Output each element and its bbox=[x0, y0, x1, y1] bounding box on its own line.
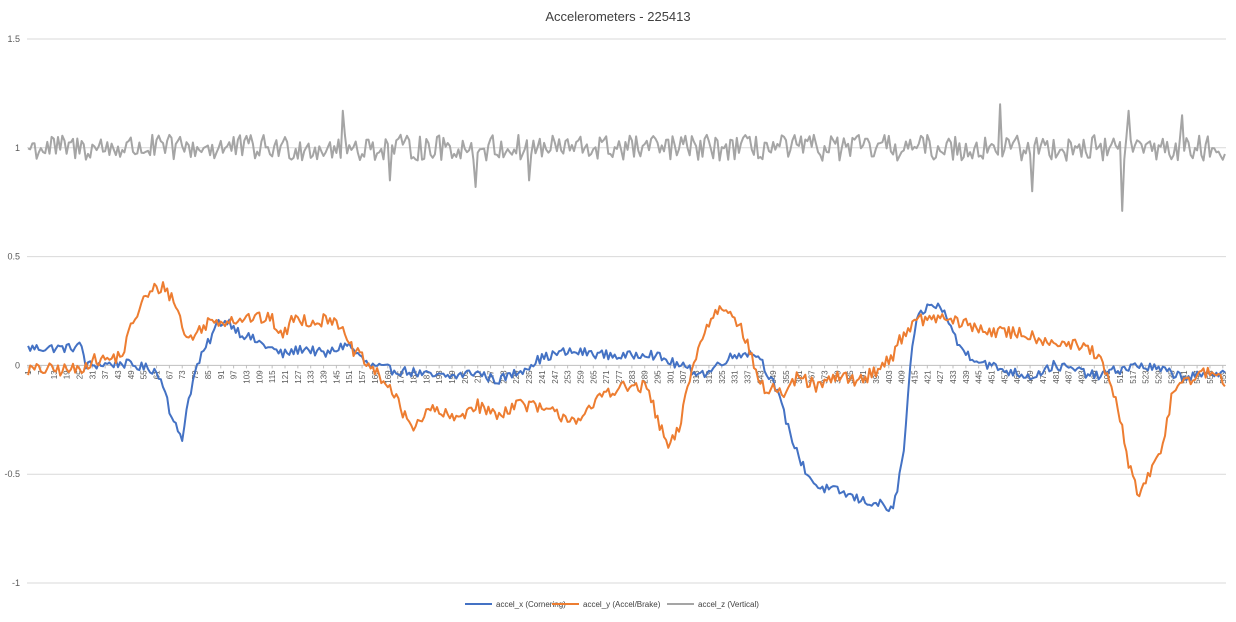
x-tick-label: 91 bbox=[217, 370, 226, 379]
x-tick-label: 133 bbox=[307, 370, 316, 384]
x-tick-label: 559 bbox=[1219, 370, 1228, 384]
x-tick-label: 283 bbox=[628, 370, 637, 384]
x-tick-label: 319 bbox=[705, 370, 714, 384]
x-tick-label: 121 bbox=[281, 370, 290, 384]
x-tick-label: 229 bbox=[512, 370, 521, 384]
x-tick-label: 535 bbox=[1167, 370, 1176, 384]
x-tick-label: 391 bbox=[859, 370, 868, 384]
x-tick-label: 37 bbox=[101, 370, 110, 379]
y-tick-label: 1.5 bbox=[7, 34, 20, 44]
x-tick-label: 373 bbox=[821, 370, 830, 384]
x-tick-label: 259 bbox=[576, 370, 585, 384]
x-tick-label: 241 bbox=[538, 370, 547, 384]
y-axis-ticks: 1.5 1 0.5 0 -0.5 -1 bbox=[4, 34, 20, 588]
x-tick-label: 475 bbox=[1039, 370, 1048, 384]
x-tick-label: 247 bbox=[551, 370, 560, 384]
x-tick-label: 511 bbox=[1116, 370, 1125, 383]
x-tick-label: 97 bbox=[230, 370, 239, 379]
x-tick-label: 115 bbox=[268, 370, 277, 383]
x-tick-label: 451 bbox=[988, 370, 997, 384]
y-tick-label: 1 bbox=[15, 143, 20, 153]
x-tick-label: 445 bbox=[975, 370, 984, 384]
x-tick-label: 403 bbox=[885, 370, 894, 384]
x-tick-label: 145 bbox=[332, 370, 341, 384]
x-tick-label: 433 bbox=[949, 370, 958, 384]
x-tick-label: 235 bbox=[525, 370, 534, 384]
legend-label: accel_x (Cornering) bbox=[496, 600, 566, 609]
y-tick-label: 0.5 bbox=[7, 252, 20, 262]
x-tick-label: 481 bbox=[1052, 370, 1061, 384]
x-tick-label: 73 bbox=[178, 370, 187, 379]
x-tick-label: 325 bbox=[718, 370, 727, 384]
legend: accel_x (Cornering) accel_y (Accel/Brake)… bbox=[465, 600, 759, 609]
x-tick-label: 199 bbox=[448, 370, 457, 384]
x-tick-label: 79 bbox=[191, 370, 200, 379]
x-tick-label: 181 bbox=[409, 370, 418, 384]
series-lines bbox=[27, 103, 1226, 513]
x-tick-label: 193 bbox=[435, 370, 444, 384]
x-tick-label: 139 bbox=[320, 370, 329, 384]
x-tick-label: 253 bbox=[564, 370, 573, 384]
x-tick-label: 331 bbox=[731, 370, 740, 384]
series-line-1 bbox=[27, 302, 1226, 513]
x-tick-label: 547 bbox=[1193, 370, 1202, 384]
x-tick-label: 49 bbox=[127, 370, 136, 379]
x-tick-label: 277 bbox=[615, 370, 624, 384]
x-tick-label: 421 bbox=[923, 370, 932, 384]
series-line-2 bbox=[27, 281, 1226, 498]
x-tick-label: 187 bbox=[422, 370, 431, 384]
x-tick-label: 523 bbox=[1142, 370, 1151, 384]
x-tick-label: 295 bbox=[654, 370, 663, 384]
x-tick-label: 289 bbox=[641, 370, 650, 384]
x-tick-label: 43 bbox=[114, 370, 123, 379]
y-tick-label: -0.5 bbox=[4, 469, 20, 479]
x-tick-label: 469 bbox=[1026, 370, 1035, 384]
x-tick-label: 157 bbox=[358, 370, 367, 384]
x-tick-label: 31 bbox=[88, 370, 97, 379]
x-tick-label: 127 bbox=[294, 370, 303, 384]
x-tick-label: 427 bbox=[936, 370, 945, 384]
x-tick-label: 103 bbox=[242, 370, 251, 384]
x-tick-label: 307 bbox=[679, 370, 688, 384]
x-tick-label: 349 bbox=[769, 370, 778, 384]
x-tick-label: 163 bbox=[371, 370, 380, 384]
x-tick-label: 337 bbox=[743, 370, 752, 384]
x-tick-label: 175 bbox=[397, 370, 406, 384]
x-tick-label: 85 bbox=[204, 370, 213, 379]
x-tick-label: 409 bbox=[898, 370, 907, 384]
gridlines bbox=[27, 38, 1226, 584]
x-tick-label: 355 bbox=[782, 370, 791, 384]
x-tick-label: 265 bbox=[589, 370, 598, 384]
x-tick-label: 211 bbox=[474, 370, 483, 383]
x-tick-label: 487 bbox=[1065, 370, 1074, 384]
x-tick-label: 271 bbox=[602, 370, 611, 384]
y-tick-label: 0 bbox=[15, 360, 20, 370]
x-tick-label: 313 bbox=[692, 370, 701, 384]
x-tick-label: 55 bbox=[140, 370, 149, 379]
x-tick-label: 205 bbox=[461, 370, 470, 384]
x-tick-label: 217 bbox=[487, 370, 496, 384]
x-tick-label: 13 bbox=[50, 370, 59, 379]
x-tick-label: 415 bbox=[910, 370, 919, 384]
x-tick-label: 553 bbox=[1206, 370, 1215, 384]
series-line-3 bbox=[27, 103, 1226, 212]
legend-label: accel_z (Vertical) bbox=[698, 600, 759, 609]
x-tick-label: 493 bbox=[1077, 370, 1086, 384]
x-tick-label: 67 bbox=[165, 370, 174, 379]
x-tick-label: 19 bbox=[63, 370, 72, 379]
chart-title: Accelerometers - 225413 bbox=[545, 9, 690, 24]
x-tick-label: 529 bbox=[1155, 370, 1164, 384]
x-tick-label: 169 bbox=[384, 370, 393, 384]
x-tick-label: 109 bbox=[255, 370, 264, 384]
x-tick-label: 517 bbox=[1129, 370, 1138, 384]
x-tick-label: 301 bbox=[666, 370, 675, 384]
x-tick-label: 343 bbox=[756, 370, 765, 384]
x-tick-label: 151 bbox=[345, 370, 354, 384]
x-tick-label: 25 bbox=[75, 370, 84, 379]
y-tick-label: -1 bbox=[12, 578, 20, 588]
legend-label: accel_y (Accel/Brake) bbox=[583, 600, 661, 609]
x-tick-label: 439 bbox=[962, 370, 971, 384]
x-tick-label: 457 bbox=[1000, 370, 1009, 384]
